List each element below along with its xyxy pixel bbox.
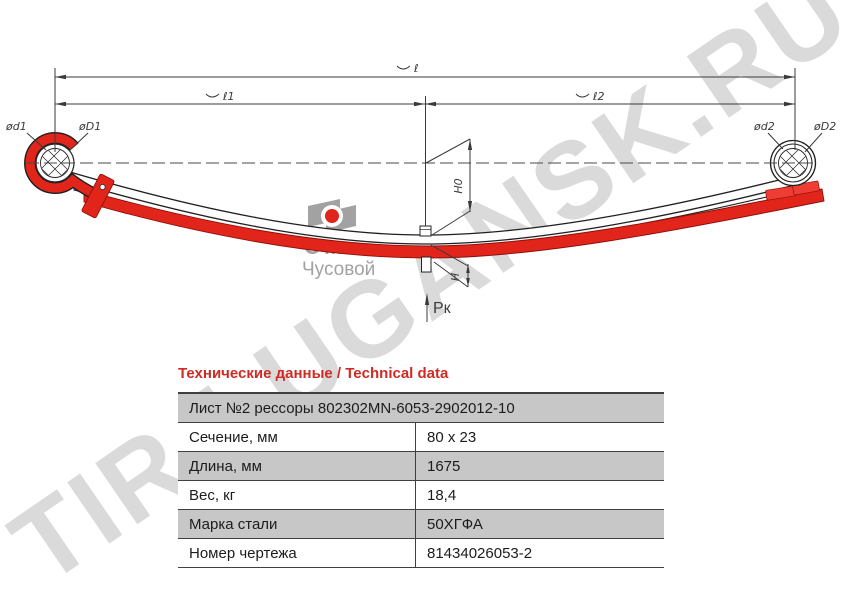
dim-label-l2: ℓ2 bbox=[592, 90, 605, 103]
dim-label-h0: Н0 bbox=[452, 178, 465, 193]
clamp-bolt bbox=[99, 184, 106, 191]
arc-symbol bbox=[575, 93, 590, 98]
row-label: Номер чертежа bbox=[189, 544, 297, 562]
row-label: Вес, кг bbox=[189, 486, 236, 504]
row-value: 80 x 23 bbox=[415, 423, 664, 451]
table-header: Лист №2 рессоры 802302MN-6053-2902012-10 bbox=[189, 399, 515, 417]
logo-dot bbox=[325, 209, 339, 223]
omk-logo: ОМК Чусовой bbox=[302, 199, 375, 280]
row-value: 1675 bbox=[415, 452, 664, 480]
dim-label-pk: Рк bbox=[433, 300, 452, 317]
dim-label-D2: øD2 bbox=[813, 120, 836, 133]
row-label: Марка стали bbox=[189, 515, 278, 533]
spring-leaves bbox=[69, 171, 825, 259]
table-row: Марка стали 50ХГФА bbox=[178, 510, 664, 539]
table-row: Длина, мм 1675 bbox=[178, 452, 664, 481]
row-label: Длина, мм bbox=[189, 457, 262, 475]
row-label: Сечение, мм bbox=[189, 428, 278, 446]
dimensions: ℓ ℓ1 ℓ2 ød1 øD1 ød2 øD2 bbox=[5, 62, 836, 322]
table-title: Технические данные / Technical data bbox=[178, 365, 449, 382]
row-value: 81434026053-2 bbox=[415, 539, 664, 567]
dim-thickness: Н bbox=[430, 244, 470, 288]
table-row: Номер чертежа 81434026053-2 bbox=[178, 539, 664, 568]
dim-arc-height: Н0 bbox=[425, 138, 473, 236]
arc-symbol bbox=[396, 65, 411, 70]
arc-symbol bbox=[205, 93, 220, 98]
row-value: 18,4 bbox=[415, 481, 664, 509]
dim-label-D1: øD1 bbox=[78, 120, 101, 133]
row-value: 50ХГФА bbox=[415, 510, 664, 538]
front-eye-wrap bbox=[25, 133, 106, 203]
table-row: Вес, кг 18,4 bbox=[178, 481, 664, 510]
dim-label-h: Н bbox=[449, 273, 462, 281]
dim-label-d2: ød2 bbox=[753, 120, 775, 133]
dim-load: Рк bbox=[424, 293, 452, 322]
dim-label-l1: ℓ1 bbox=[222, 90, 235, 103]
table-header-row: Лист №2 рессоры 802302MN-6053-2902012-10 bbox=[178, 394, 664, 423]
logo-text-city: Чусовой bbox=[302, 259, 375, 280]
table-row: Сечение, мм 80 x 23 bbox=[178, 423, 664, 452]
center-bolt bbox=[419, 225, 432, 273]
dim-label-d1: ød1 bbox=[5, 120, 27, 133]
red-leaf bbox=[83, 188, 825, 259]
dim-label-l: ℓ bbox=[413, 62, 419, 75]
front-clamp bbox=[81, 173, 115, 219]
technical-data-table: Лист №2 рессоры 802302MN-6053-2902012-10… bbox=[178, 392, 664, 568]
